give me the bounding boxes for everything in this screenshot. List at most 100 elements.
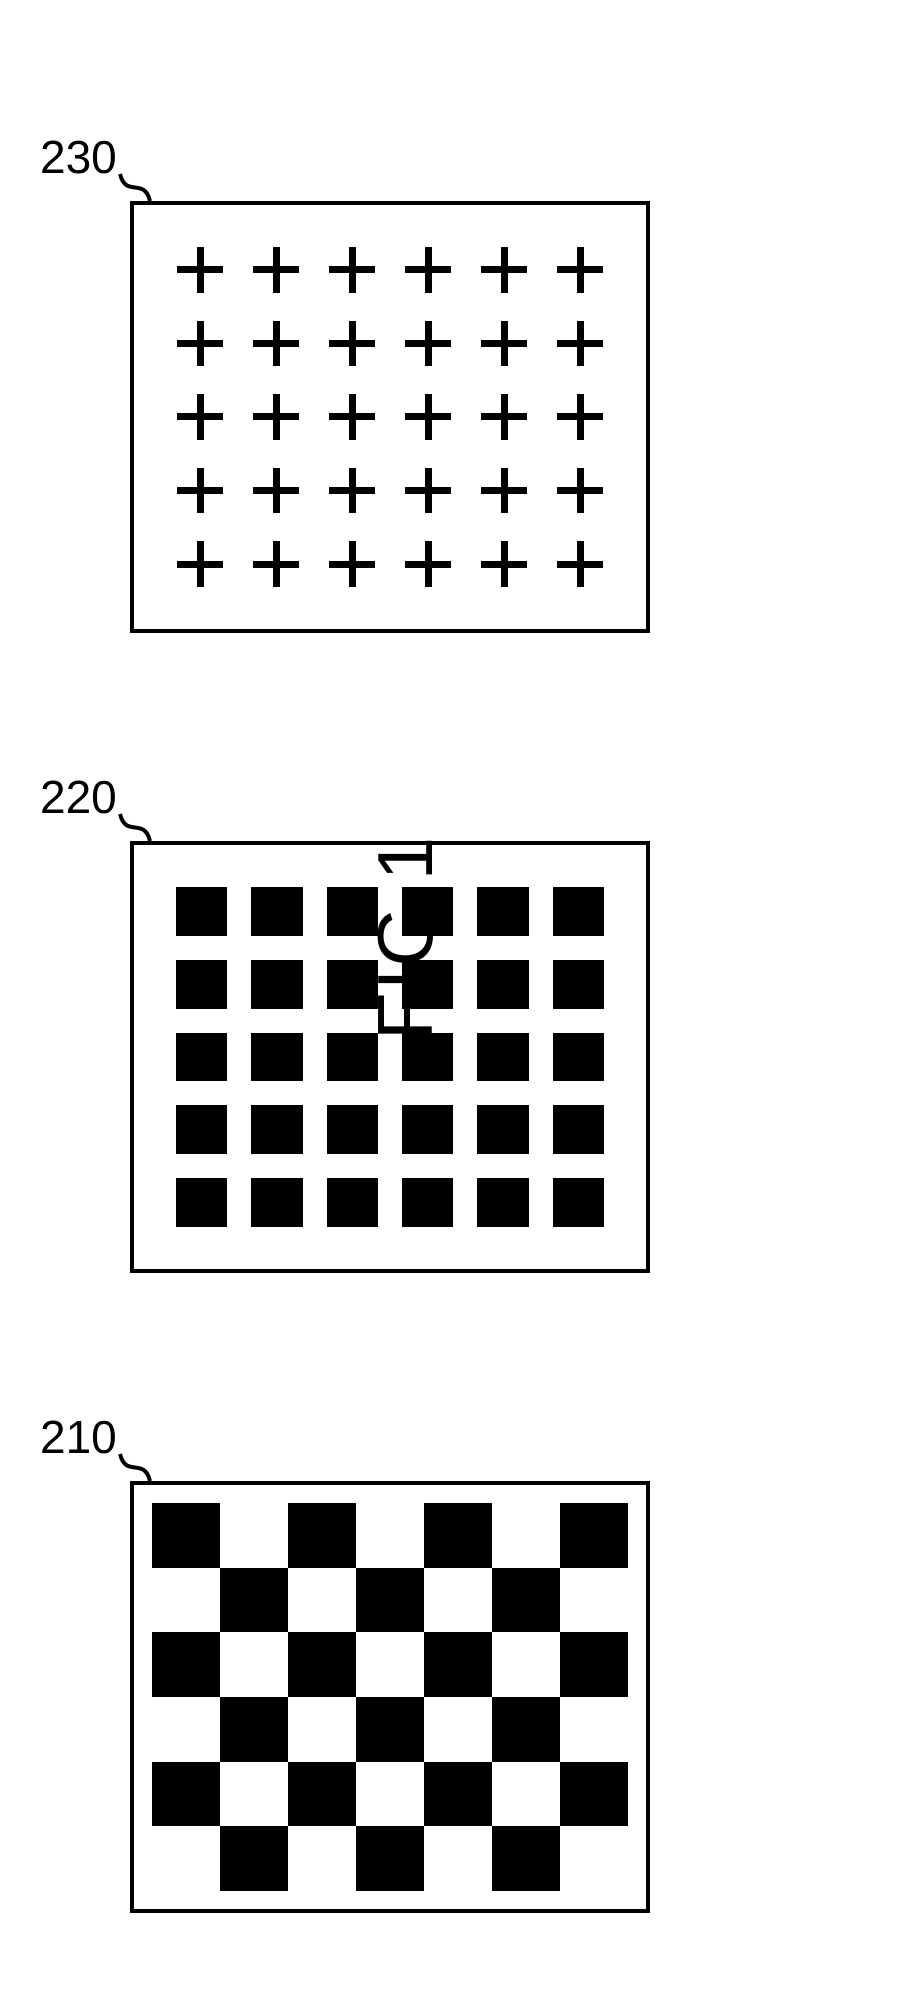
cross-mark xyxy=(176,247,224,293)
checker-cell-light xyxy=(220,1632,288,1697)
grid-square xyxy=(176,1033,227,1082)
cross-mark xyxy=(252,468,300,514)
grid-square xyxy=(327,1178,378,1227)
figure-caption: FIG.1 xyxy=(360,835,451,1040)
cross-mark xyxy=(480,541,528,587)
cross-mark xyxy=(252,394,300,440)
cross-mark xyxy=(252,541,300,587)
grid-square xyxy=(251,960,302,1009)
cross-mark xyxy=(328,541,376,587)
checker-cell-dark xyxy=(356,1568,424,1633)
checker-cell-dark xyxy=(560,1503,628,1568)
cross-mark xyxy=(252,321,300,367)
checker-cell-light xyxy=(560,1568,628,1633)
cross-mark xyxy=(480,468,528,514)
checker-cell-dark xyxy=(220,1826,288,1891)
label-220: 220 xyxy=(40,770,117,824)
grid-square xyxy=(553,887,604,936)
checker-cell-dark xyxy=(152,1503,220,1568)
cross-mark xyxy=(328,468,376,514)
leader-220 xyxy=(110,804,180,871)
checker-cell-dark xyxy=(152,1632,220,1697)
checker-cell-light xyxy=(288,1697,356,1762)
checker-cell-light xyxy=(560,1826,628,1891)
checker-cell-light xyxy=(288,1826,356,1891)
checker-cell-dark xyxy=(492,1697,560,1762)
grid-square xyxy=(477,1178,528,1227)
cross-mark xyxy=(556,247,604,293)
checker-cell-light xyxy=(152,1826,220,1891)
grid-square xyxy=(251,1033,302,1082)
cross-mark xyxy=(252,247,300,293)
cross-mark xyxy=(328,247,376,293)
grid-square xyxy=(553,960,604,1009)
cross-mark xyxy=(556,468,604,514)
grid-square xyxy=(402,1178,453,1227)
cross-mark xyxy=(328,321,376,367)
cross-grid xyxy=(176,247,604,587)
checker-cell-dark xyxy=(356,1697,424,1762)
checker-cell-dark xyxy=(220,1697,288,1762)
cross-mark xyxy=(480,321,528,367)
cross-mark xyxy=(176,468,224,514)
grid-square xyxy=(402,1105,453,1154)
checker-cell-light xyxy=(492,1762,560,1827)
cross-mark xyxy=(176,394,224,440)
cross-mark xyxy=(404,541,452,587)
checker-cell-dark xyxy=(560,1632,628,1697)
checker-cell-dark xyxy=(220,1568,288,1633)
checker-cell-light xyxy=(152,1697,220,1762)
leader-210 xyxy=(110,1444,180,1511)
cross-mark xyxy=(404,468,452,514)
checker-cell-light xyxy=(560,1697,628,1762)
grid-square xyxy=(251,1105,302,1154)
checker-cell-dark xyxy=(288,1503,356,1568)
cross-mark xyxy=(404,394,452,440)
cross-mark xyxy=(176,321,224,367)
grid-square xyxy=(553,1105,604,1154)
checker-cell-light xyxy=(356,1503,424,1568)
grid-square xyxy=(176,887,227,936)
grid-square xyxy=(176,960,227,1009)
grid-square xyxy=(327,1105,378,1154)
checker-cell-dark xyxy=(424,1503,492,1568)
checker-cell-dark xyxy=(560,1762,628,1827)
cross-mark xyxy=(328,394,376,440)
grid-square xyxy=(176,1105,227,1154)
checker-cell-light xyxy=(492,1503,560,1568)
checker-cell-light xyxy=(424,1568,492,1633)
checker-grid xyxy=(152,1503,628,1891)
cross-mark xyxy=(404,247,452,293)
checker-cell-light xyxy=(288,1568,356,1633)
leader-230 xyxy=(110,164,180,231)
checker-cell-dark xyxy=(288,1762,356,1827)
checker-cell-dark xyxy=(424,1632,492,1697)
label-230: 230 xyxy=(40,130,117,184)
cross-mark xyxy=(556,394,604,440)
checker-cell-dark xyxy=(152,1762,220,1827)
checker-cell-light xyxy=(424,1697,492,1762)
checker-cell-light xyxy=(220,1762,288,1827)
cross-mark xyxy=(480,247,528,293)
cross-mark xyxy=(556,321,604,367)
checker-cell-dark xyxy=(492,1568,560,1633)
checker-cell-light xyxy=(424,1826,492,1891)
cross-mark xyxy=(480,394,528,440)
grid-square xyxy=(251,887,302,936)
cross-mark xyxy=(404,321,452,367)
checker-cell-light xyxy=(220,1503,288,1568)
checker-cell-light xyxy=(356,1632,424,1697)
checker-cell-dark xyxy=(356,1826,424,1891)
checker-cell-light xyxy=(152,1568,220,1633)
grid-square xyxy=(477,1033,528,1082)
grid-square xyxy=(477,960,528,1009)
grid-square xyxy=(553,1178,604,1227)
checker-cell-dark xyxy=(424,1762,492,1827)
grid-square xyxy=(251,1178,302,1227)
checker-cell-dark xyxy=(492,1826,560,1891)
grid-square xyxy=(176,1178,227,1227)
grid-square xyxy=(553,1033,604,1082)
cross-mark xyxy=(176,541,224,587)
checker-cell-dark xyxy=(288,1632,356,1697)
cross-mark xyxy=(556,541,604,587)
